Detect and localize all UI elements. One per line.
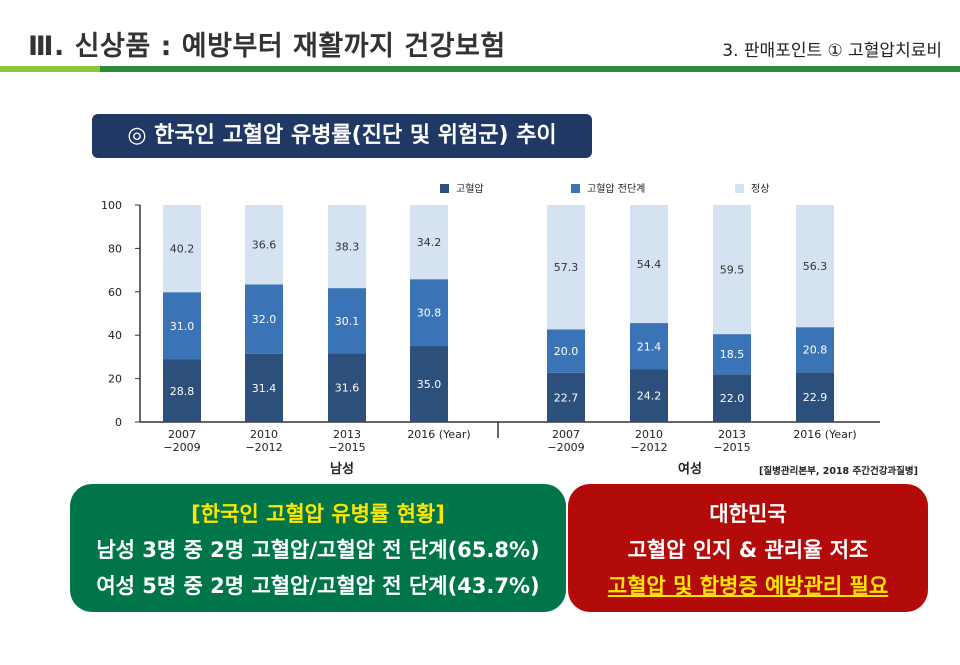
data-label: 40.2 bbox=[170, 243, 195, 256]
bar-segment bbox=[630, 323, 668, 370]
header-divider bbox=[0, 66, 960, 72]
data-label: 56.3 bbox=[803, 260, 828, 273]
x-tick-label: −2009 bbox=[547, 441, 584, 454]
y-tick-label: 100 bbox=[101, 199, 122, 212]
source-note: [질병관리본부, 2018 주간건강과질병] bbox=[759, 465, 918, 477]
legend-label: 고혈압 bbox=[456, 182, 484, 195]
bar-segment bbox=[630, 369, 668, 422]
bar-segment bbox=[410, 279, 448, 347]
bar-segment bbox=[410, 205, 448, 280]
data-label: 24.2 bbox=[637, 390, 662, 403]
x-tick-label: 2013 bbox=[333, 428, 361, 441]
bar-segment bbox=[163, 292, 201, 360]
message-country: 대한민국 bbox=[709, 502, 787, 526]
bar-segment bbox=[410, 346, 448, 422]
x-tick-label: 2016 (Year) bbox=[407, 428, 470, 441]
x-tick-label: 2010 bbox=[635, 428, 663, 441]
legend-swatch bbox=[735, 184, 744, 193]
stacked-bar-chart: 0 20 40 60 80 100 고혈압 고혈압 전단계 정상 28.8 31.0 40.2 2007… bbox=[101, 182, 918, 477]
data-label: 35.0 bbox=[417, 378, 442, 391]
x-tick-label: 2016 (Year) bbox=[793, 428, 856, 441]
y-tick-label: 0 bbox=[115, 416, 122, 429]
x-tick-label: 2007 bbox=[552, 428, 580, 441]
bar-segment bbox=[713, 374, 751, 422]
data-label: 18.5 bbox=[720, 348, 745, 361]
bar-segment bbox=[245, 205, 283, 285]
data-label: 31.6 bbox=[335, 382, 360, 395]
legend-swatch bbox=[571, 184, 580, 193]
bar-segment bbox=[328, 288, 366, 354]
x-tick-label: −2015 bbox=[713, 441, 750, 454]
y-tick-label: 40 bbox=[108, 329, 122, 342]
legend-swatch bbox=[440, 184, 449, 193]
section-subtitle: 3. 판매포인트 ① 고혈압치료비 bbox=[722, 41, 942, 61]
data-label: 20.8 bbox=[803, 344, 828, 357]
bar-segment bbox=[245, 284, 283, 354]
message-box: 대한민국 고혈압 인지 & 관리율 저조 고혈압 및 합병증 예방관리 필요 bbox=[568, 484, 928, 612]
bar-segment bbox=[796, 372, 834, 422]
data-label: 30.1 bbox=[335, 315, 360, 328]
x-tick-label: 2013 bbox=[718, 428, 746, 441]
page-title: Ⅲ. 신상품 : 예방부터 재활까지 건강보험 bbox=[28, 31, 506, 62]
summary-female: 여성 5명 중 2명 고혈압/고혈압 전 단계(43.7%) bbox=[96, 574, 540, 598]
summary-male: 남성 3명 중 2명 고혈압/고혈압 전 단계(65.8%) bbox=[96, 538, 540, 562]
bar-segment bbox=[796, 327, 834, 373]
data-label: 22.7 bbox=[554, 391, 579, 404]
y-tick-label: 20 bbox=[108, 373, 122, 386]
group-label: 여성 bbox=[678, 461, 702, 477]
x-tick-label: −2015 bbox=[328, 441, 365, 454]
message-awareness: 고혈압 인지 & 관리율 저조 bbox=[627, 538, 869, 562]
y-tick-label: 80 bbox=[108, 242, 122, 255]
legend-label: 정상 bbox=[751, 183, 769, 195]
group-label: 남성 bbox=[330, 461, 354, 477]
data-label: 22.0 bbox=[720, 392, 745, 405]
x-tick-label: 2007 bbox=[168, 428, 196, 441]
bar-segment bbox=[713, 334, 751, 375]
data-label: 22.9 bbox=[803, 391, 828, 404]
bar-segment bbox=[328, 205, 366, 289]
data-label: 31.0 bbox=[170, 320, 195, 333]
data-label: 28.8 bbox=[170, 385, 195, 398]
header-divider-accent bbox=[0, 66, 100, 72]
bar-segment bbox=[547, 205, 585, 330]
x-tick-label: −2012 bbox=[630, 441, 667, 454]
data-label: 36.6 bbox=[252, 239, 277, 252]
data-label: 57.3 bbox=[554, 261, 579, 274]
data-label: 34.2 bbox=[417, 236, 442, 249]
bar-segment bbox=[245, 353, 283, 422]
data-label: 38.3 bbox=[335, 241, 360, 254]
bar-segment bbox=[547, 372, 585, 422]
summary-heading: [한국인 고혈압 유병률 현황] bbox=[191, 502, 445, 526]
chart-banner: ◎ 한국인 고혈압 유병률(진단 및 위험군) 추이 bbox=[92, 114, 592, 158]
bar-segment bbox=[547, 329, 585, 373]
bar-segment bbox=[328, 353, 366, 422]
x-tick-label: −2009 bbox=[163, 441, 200, 454]
message-prevention: 고혈압 및 합병증 예방관리 필요 bbox=[607, 574, 889, 598]
bar-segment bbox=[630, 205, 668, 324]
data-label: 31.4 bbox=[252, 382, 277, 395]
bar-segment bbox=[163, 359, 201, 422]
data-label: 32.0 bbox=[252, 313, 277, 326]
bar-segment bbox=[796, 205, 834, 328]
y-tick-label: 60 bbox=[108, 286, 122, 299]
data-label: 20.0 bbox=[554, 345, 579, 358]
bar-segment bbox=[713, 205, 751, 335]
data-label: 30.8 bbox=[417, 307, 442, 320]
legend-label: 고혈압 전단계 bbox=[587, 182, 645, 195]
x-tick-label: 2010 bbox=[250, 428, 278, 441]
data-label: 21.4 bbox=[637, 340, 662, 353]
x-tick-label: −2012 bbox=[245, 441, 282, 454]
data-label: 54.4 bbox=[637, 258, 662, 271]
bar-segment bbox=[163, 205, 201, 293]
summary-box: [한국인 고혈압 유병률 현황] 남성 3명 중 2명 고혈압/고혈압 전 단계… bbox=[70, 484, 566, 612]
data-label: 59.5 bbox=[720, 264, 745, 277]
